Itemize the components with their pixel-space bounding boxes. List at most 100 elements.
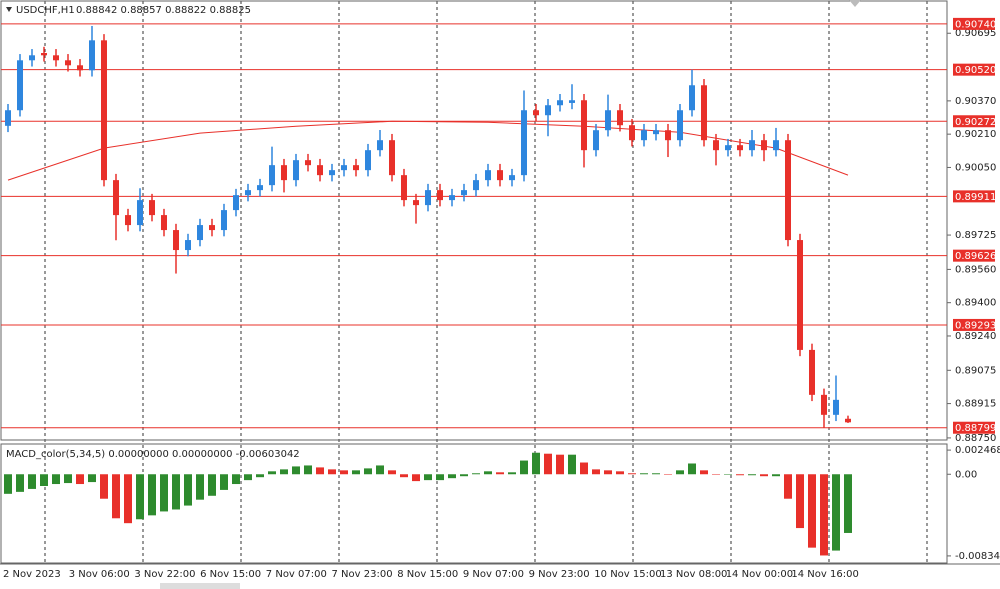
macd-bar: [640, 473, 648, 475]
macd-bar: [844, 474, 852, 533]
candle-body: [113, 180, 119, 216]
candle-body: [461, 190, 467, 196]
y-tick-label: 0.90210: [955, 129, 996, 140]
candle-body: [365, 150, 371, 171]
level-label-box: [953, 190, 995, 203]
candle-body: [749, 140, 755, 151]
candle-body: [569, 100, 575, 103]
macd-bar: [208, 474, 216, 496]
level-label-box: [953, 63, 995, 76]
symbol-title: USDCHF,H1: [16, 5, 75, 16]
candle-body: [17, 60, 23, 111]
candle-body: [185, 240, 191, 251]
candle-body: [245, 190, 251, 196]
macd-bar: [364, 468, 372, 475]
macd-bar: [448, 474, 456, 479]
macd-bar: [352, 470, 360, 475]
macd-bar: [196, 474, 204, 500]
x-tick-label: 9 Nov 23:00: [529, 569, 590, 580]
candle-body: [125, 215, 131, 226]
macd-bar: [316, 467, 324, 475]
macd-bar: [340, 470, 348, 475]
candle-body: [329, 170, 335, 176]
x-tick-label: 3 Nov 06:00: [69, 569, 130, 580]
candle-body: [773, 140, 779, 151]
macd-bar: [676, 470, 684, 475]
macd-bar: [760, 474, 768, 477]
macd-bar: [616, 471, 624, 475]
macd-bar: [220, 474, 228, 490]
macd-bar: [256, 474, 264, 478]
candle-body: [821, 394, 827, 415]
y-tick-label: 0.89240: [955, 331, 996, 342]
macd-bar: [604, 470, 612, 475]
candle-body: [701, 85, 707, 141]
candle-body: [413, 200, 419, 206]
macd-bar: [148, 474, 156, 516]
macd-bar: [568, 454, 576, 475]
scroll-marker: [849, 0, 861, 7]
level-label: 0.90520: [955, 65, 996, 76]
macd-bar: [496, 472, 504, 475]
x-tick-label: 14 Nov 00:00: [726, 569, 793, 580]
menu-arrow[interactable]: [6, 7, 12, 12]
macd-bar: [88, 474, 96, 483]
candle-body: [809, 349, 815, 395]
y-tick-label: 0.90695: [955, 28, 996, 39]
candle-body: [221, 210, 227, 231]
level-label: 0.88799: [955, 423, 996, 434]
macd-bar: [16, 474, 24, 492]
candle-body: [581, 100, 587, 151]
macd-bar: [532, 452, 540, 475]
macd-bar: [160, 474, 168, 512]
macd-bar: [724, 474, 732, 475]
macd-bar: [508, 472, 516, 475]
x-tick-label: 13 Nov 08:00: [660, 569, 727, 580]
scrollbar[interactable]: [160, 583, 240, 589]
macd-bar: [304, 465, 312, 475]
macd-bar: [100, 474, 108, 499]
macd-bar: [280, 469, 288, 475]
candle-body: [473, 180, 479, 191]
y-tick-label: 0.89400: [955, 298, 996, 309]
macd-bar: [244, 474, 252, 481]
x-tick-label: 3 Nov 22:00: [134, 569, 195, 580]
macd-bar: [4, 474, 12, 494]
candle-body: [197, 225, 203, 241]
candle-body: [533, 110, 539, 116]
candle-body: [725, 145, 731, 151]
candle-body: [41, 53, 47, 56]
macd-bar: [688, 463, 696, 475]
candle-body: [617, 110, 623, 126]
macd-bar: [772, 474, 780, 477]
y-tick-label: 0.89560: [955, 264, 996, 275]
macd-bar: [172, 474, 180, 510]
candle-body: [233, 195, 239, 211]
y-tick-label: 0.89075: [955, 365, 996, 376]
main-frame: [0, 0, 948, 441]
macd-frame: [0, 443, 948, 564]
y-tick-label: 0.90370: [955, 96, 996, 107]
y-tick-label: 0.88750: [955, 433, 996, 444]
macd-bar: [592, 469, 600, 475]
candle-body: [629, 125, 635, 141]
macd-bar: [556, 454, 564, 475]
macd-bar: [460, 474, 468, 477]
macd-bar: [700, 470, 708, 475]
candle-body: [677, 110, 683, 141]
candle-body: [713, 140, 719, 151]
macd-bar: [28, 474, 36, 489]
level-label: 0.89911: [955, 192, 996, 203]
candle-body: [557, 100, 563, 106]
candle-body: [317, 165, 323, 176]
candle-body: [5, 110, 11, 126]
candle-body: [653, 130, 659, 135]
macd-bar: [124, 474, 132, 524]
candle-body: [641, 130, 647, 141]
candle-body: [497, 170, 503, 181]
macd-bar: [268, 471, 276, 475]
candle-body: [281, 165, 287, 181]
macd-bar: [652, 473, 660, 475]
x-tick-label: 7 Nov 23:00: [332, 569, 393, 580]
